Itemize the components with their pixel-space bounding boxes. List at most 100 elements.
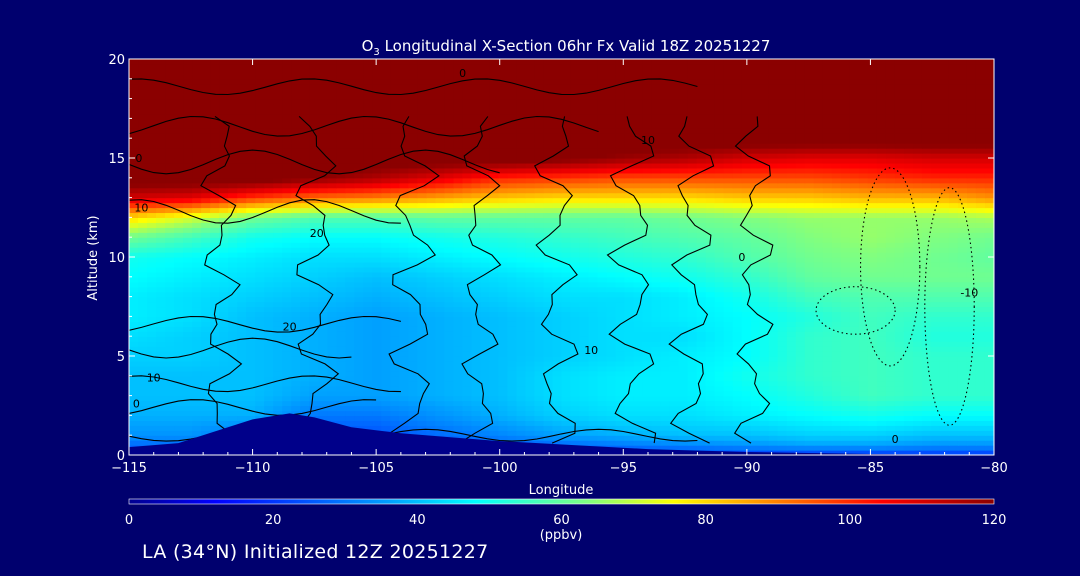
field-cell	[786, 346, 797, 352]
field-cell	[444, 420, 454, 426]
field-cell	[246, 390, 256, 397]
field-cell	[165, 326, 175, 332]
field-cell	[669, 385, 680, 392]
field-cell	[831, 247, 842, 253]
field-cell	[705, 306, 716, 313]
field-cell	[561, 217, 572, 223]
field-cell	[174, 415, 184, 421]
field-cell	[327, 266, 337, 273]
field-cell	[390, 247, 400, 253]
field-cell	[957, 291, 968, 298]
field-cell	[687, 375, 698, 382]
field-cell	[408, 271, 418, 278]
field-cell	[831, 301, 842, 308]
field-cell	[939, 410, 950, 416]
field-cell	[633, 227, 644, 233]
field-cell	[642, 232, 653, 238]
field-cell	[768, 242, 779, 248]
field-cell	[228, 331, 238, 337]
field-cell	[597, 237, 608, 243]
field-cell	[228, 405, 238, 412]
field-cell	[201, 390, 211, 397]
field-cell	[498, 232, 509, 238]
field-cell	[606, 301, 617, 308]
field-cell	[723, 321, 734, 327]
field-cell	[921, 405, 932, 412]
field-cell	[858, 237, 869, 243]
field-cell	[921, 306, 932, 313]
field-cell	[696, 380, 707, 387]
field-cell	[570, 222, 581, 228]
field-cell	[732, 261, 743, 268]
field-cell	[705, 405, 716, 412]
field-cell	[606, 207, 617, 214]
field-cell	[957, 237, 968, 243]
field-cell	[633, 276, 644, 283]
field-cell	[489, 261, 500, 268]
field-cell	[309, 400, 319, 407]
field-cell	[813, 351, 824, 357]
field-cell	[534, 271, 545, 278]
field-cell	[156, 316, 166, 322]
field-cell	[849, 266, 860, 273]
field-cell	[624, 425, 635, 431]
field-cell	[336, 217, 346, 223]
field-cell	[408, 420, 418, 426]
field-cell	[552, 380, 563, 387]
field-cell	[984, 341, 994, 347]
field-cell	[957, 247, 968, 253]
field-cell	[651, 316, 662, 322]
field-cell	[372, 197, 382, 204]
field-cell	[903, 370, 914, 377]
field-cell	[174, 281, 184, 288]
field-cell	[543, 222, 554, 228]
field-cell	[516, 435, 527, 441]
field-cell	[327, 346, 337, 352]
field-cell	[948, 430, 959, 436]
field-cell	[930, 217, 941, 223]
field-cell	[444, 301, 454, 308]
field-cell	[498, 410, 509, 416]
field-cell	[588, 202, 599, 209]
field-cell	[489, 425, 500, 431]
field-cell	[471, 356, 482, 362]
field-cell	[930, 227, 941, 233]
field-cell	[516, 306, 527, 313]
field-cell	[228, 291, 238, 298]
field-cell	[768, 212, 779, 218]
field-cell	[543, 242, 554, 248]
field-cell	[966, 346, 977, 352]
field-cell	[759, 281, 770, 288]
field-cell	[462, 346, 472, 352]
field-cell	[210, 346, 220, 352]
field-cell	[183, 336, 193, 342]
field-cell	[642, 440, 653, 446]
field-cell	[237, 232, 247, 238]
field-cell	[462, 306, 472, 313]
field-cell	[984, 227, 994, 233]
field-cell	[849, 410, 860, 416]
field-cell	[939, 227, 950, 233]
field-cell	[750, 440, 761, 446]
field-cell	[372, 356, 382, 362]
field-cell	[660, 425, 671, 431]
field-cell	[228, 390, 238, 397]
field-cell	[579, 395, 590, 402]
field-cell	[453, 271, 463, 278]
field-cell	[903, 311, 914, 317]
field-cell	[714, 331, 725, 337]
field-cell	[777, 222, 788, 228]
field-cell	[183, 212, 193, 218]
field-cell	[264, 266, 274, 273]
field-cell	[885, 445, 896, 451]
field-cell	[912, 321, 923, 327]
field-cell	[399, 271, 409, 278]
field-cell	[318, 252, 328, 258]
field-cell	[966, 222, 977, 228]
field-cell	[201, 375, 211, 382]
field-cell	[498, 281, 509, 288]
field-cell	[984, 360, 994, 367]
field-cell	[345, 360, 355, 367]
field-cell	[570, 261, 581, 268]
field-cell	[237, 326, 247, 332]
